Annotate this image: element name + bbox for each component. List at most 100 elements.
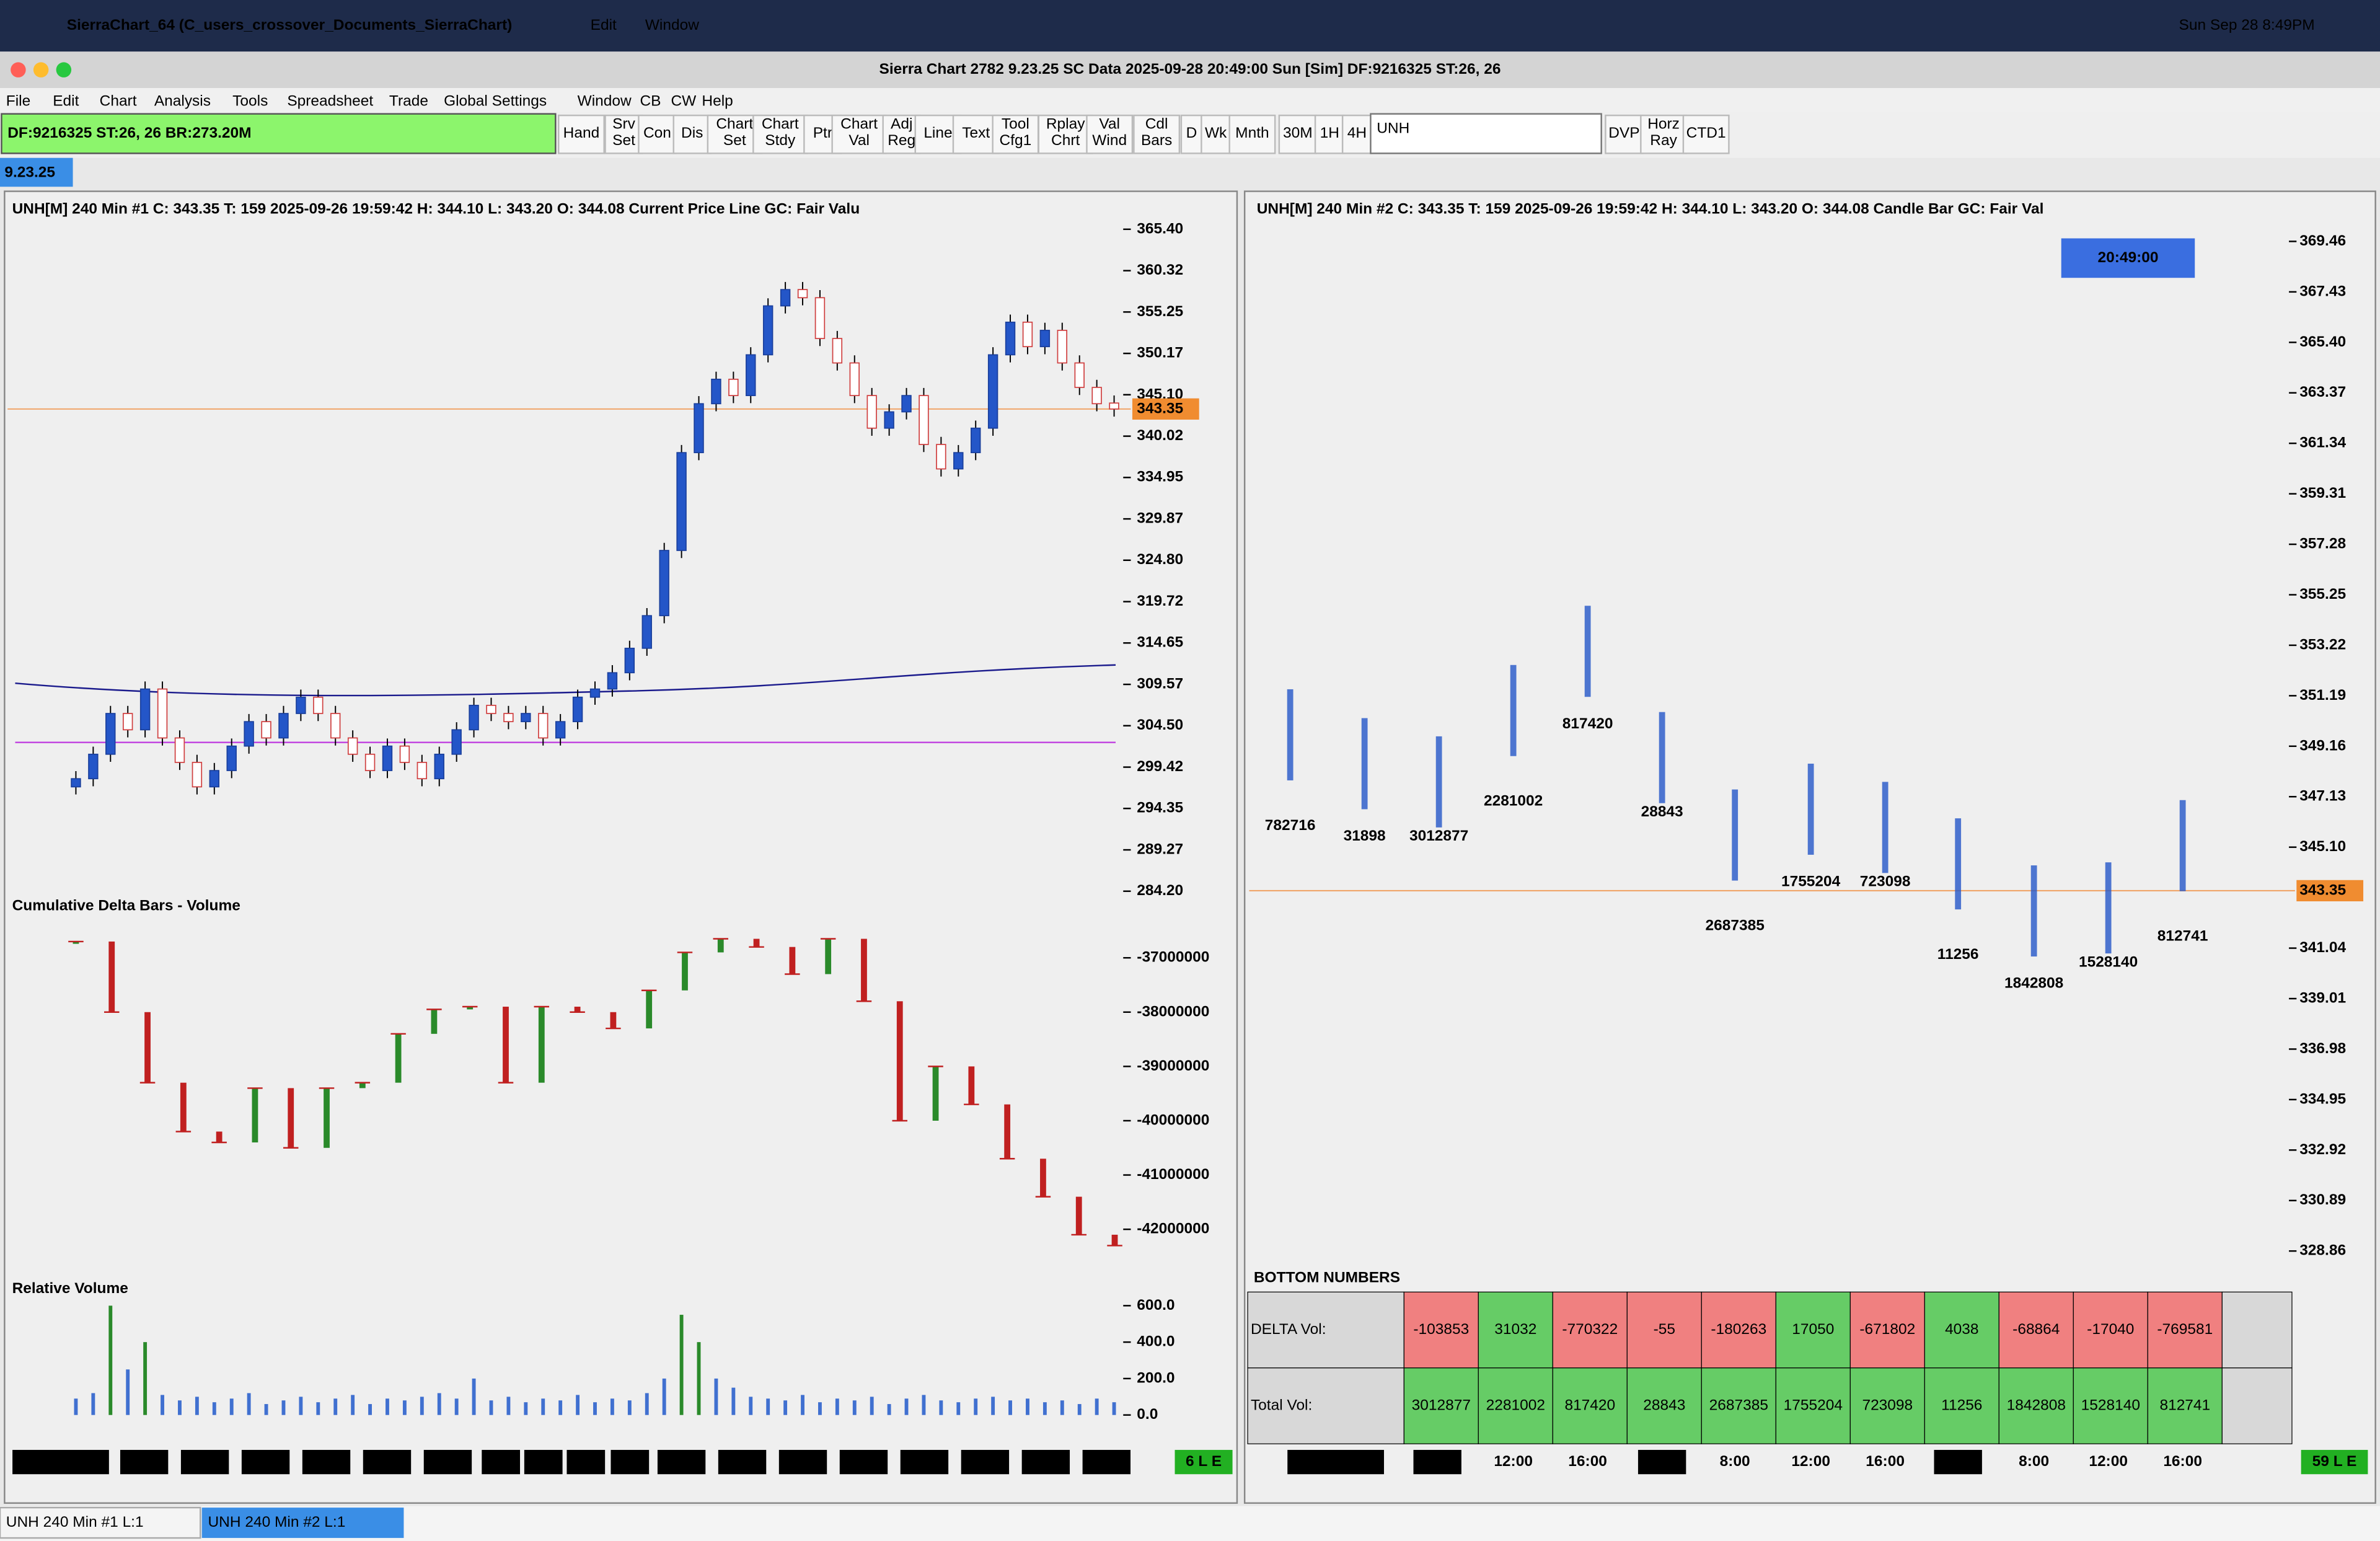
toolbar-button-label[interactable]: Set bbox=[723, 132, 746, 149]
menu-item[interactable]: CB bbox=[640, 93, 661, 110]
toolbar-button[interactable] bbox=[1133, 114, 1181, 154]
tab-label[interactable]: UNH 240 Min #1 L:1 bbox=[6, 1514, 144, 1530]
tab[interactable] bbox=[0, 1506, 201, 1539]
menu-item[interactable]: Spreadsheet bbox=[287, 93, 373, 110]
relvol-bar bbox=[749, 1397, 753, 1415]
menu-item[interactable]: Tools bbox=[232, 93, 268, 110]
toolbar-button[interactable] bbox=[638, 114, 677, 154]
menu-item[interactable]: Chart bbox=[100, 93, 137, 110]
toolbar-button[interactable] bbox=[952, 114, 1000, 154]
toolbar-button[interactable] bbox=[1341, 114, 1372, 154]
toolbar-button-label[interactable]: Tool bbox=[1002, 115, 1029, 132]
toolbar-button[interactable] bbox=[604, 114, 643, 154]
toolbar-button-label[interactable]: D bbox=[1186, 125, 1197, 141]
toolbar-button-label[interactable]: Cfg1 bbox=[1000, 132, 1032, 149]
toolbar-button-label[interactable]: Con bbox=[643, 125, 671, 141]
close-button[interactable] bbox=[11, 62, 26, 77]
toolbar-button-label[interactable]: CTD1 bbox=[1686, 125, 1726, 141]
tab-active[interactable] bbox=[201, 1508, 404, 1539]
toolbar-button-label[interactable]: Chart bbox=[762, 115, 799, 132]
corner-label: 6 L E bbox=[1186, 1453, 1222, 1470]
menu-item[interactable]: Analysis bbox=[154, 93, 211, 110]
candle bbox=[434, 753, 444, 780]
toolbar-button-label[interactable]: Wind bbox=[1092, 132, 1127, 149]
relvol-bar bbox=[801, 1395, 804, 1415]
price-tick-label: 334.95 bbox=[1137, 469, 1183, 485]
price-tick-label: 341.04 bbox=[2299, 939, 2346, 956]
table-cell bbox=[1775, 1367, 1851, 1444]
toolbar-button-label[interactable]: Chart bbox=[840, 115, 878, 132]
footprint-bar bbox=[1807, 763, 1814, 855]
toolbar-button-label[interactable]: Horz bbox=[1647, 115, 1680, 132]
toolbar-button-label[interactable]: Chrt bbox=[1051, 132, 1080, 149]
toolbar-button-label[interactable]: Mnth bbox=[1235, 125, 1269, 141]
price-tick-label: 340.02 bbox=[1137, 427, 1183, 444]
toolbar-button-label[interactable]: Line bbox=[923, 125, 952, 141]
menu-item[interactable]: Window bbox=[578, 93, 632, 110]
table-cell bbox=[1998, 1291, 2074, 1369]
toolbar-button[interactable] bbox=[1201, 114, 1232, 154]
toolbar-button-label[interactable]: Reg bbox=[888, 132, 915, 149]
toolbar-button-label[interactable]: DVP bbox=[1608, 125, 1639, 141]
toolbar-button-label[interactable]: Set bbox=[612, 132, 635, 149]
date-label: 9-17 bbox=[848, 1453, 879, 1470]
toolbar-button-label[interactable]: Bars bbox=[1141, 132, 1172, 149]
tab-label[interactable]: UNH 240 Min #2 L:1 bbox=[208, 1514, 346, 1530]
date-label: 9-8 bbox=[619, 1453, 641, 1470]
toolbar-button[interactable] bbox=[1278, 114, 1318, 154]
menu-item[interactable]: Edit bbox=[53, 93, 79, 110]
menubar-item[interactable]: Window bbox=[645, 17, 699, 33]
toolbar-button[interactable] bbox=[882, 114, 921, 154]
price-tick-label: 289.27 bbox=[1137, 841, 1183, 858]
price-tick-label: 339.01 bbox=[2299, 989, 2346, 1006]
menu-item[interactable]: Global Settings bbox=[444, 93, 547, 110]
toolbar-button-label[interactable]: Val bbox=[848, 132, 870, 149]
toolbar-button-label[interactable]: 30M bbox=[1283, 125, 1313, 141]
toolbar-button-label[interactable]: Dis bbox=[681, 125, 703, 141]
toolbar-button-label[interactable]: Val bbox=[1099, 115, 1120, 132]
menubar-item[interactable]: Edit bbox=[591, 17, 617, 33]
toolbar-button[interactable] bbox=[992, 114, 1039, 154]
symbol-input[interactable] bbox=[1370, 113, 1602, 154]
toolbar-button-label[interactable]: Cdl bbox=[1145, 115, 1168, 132]
table-cell bbox=[2147, 1291, 2223, 1369]
clock-bg bbox=[2061, 238, 2195, 278]
toolbar-button-label[interactable]: Ray bbox=[1650, 132, 1677, 149]
toolbar-button[interactable] bbox=[672, 114, 712, 154]
toolbar-button[interactable] bbox=[1228, 114, 1276, 154]
price-tick-label: 365.40 bbox=[2299, 333, 2346, 350]
minimize-button[interactable] bbox=[33, 62, 49, 77]
table-value: 2281002 bbox=[1486, 1397, 1545, 1413]
toolbar-button[interactable] bbox=[752, 114, 808, 154]
toolbar-button-label[interactable]: Chart bbox=[716, 115, 753, 132]
toolbar-button-label[interactable]: Srv bbox=[612, 115, 635, 132]
toolbar-button-label[interactable]: 4H bbox=[1347, 125, 1367, 141]
relvol-bar bbox=[281, 1400, 286, 1415]
candle bbox=[244, 721, 254, 747]
delta-tick-label: -42000000 bbox=[1137, 1221, 1209, 1237]
table-row-label: Total Vol: bbox=[1251, 1397, 1312, 1413]
menu-item[interactable]: CW bbox=[671, 93, 697, 110]
date-label-bg bbox=[778, 1450, 827, 1475]
menu-item[interactable]: File bbox=[6, 93, 30, 110]
toolbar-button-label[interactable]: Rplay bbox=[1046, 115, 1085, 132]
toolbar-button-label[interactable]: Adj bbox=[891, 115, 912, 132]
toolbar-button-label[interactable]: 1H bbox=[1320, 125, 1339, 141]
toolbar-button-label[interactable]: Stdy bbox=[765, 132, 796, 149]
toolbar-button-label[interactable]: Text bbox=[962, 125, 990, 141]
toolbar-button-label[interactable]: Ptr bbox=[813, 125, 832, 141]
toolbar-button[interactable] bbox=[558, 114, 605, 154]
toolbar-button-label[interactable]: Hand bbox=[563, 125, 600, 141]
toolbar-button[interactable] bbox=[1605, 114, 1644, 154]
toolbar-button-label[interactable]: Wk bbox=[1205, 125, 1227, 141]
status-text: DF:9216325 ST:26, 26 BR:273.20M bbox=[7, 125, 251, 141]
price-tick-label: 328.86 bbox=[2299, 1242, 2346, 1259]
toolbar-button[interactable] bbox=[1682, 114, 1730, 154]
menu-item[interactable]: Trade bbox=[389, 93, 428, 110]
table-value: -103853 bbox=[1413, 1321, 1469, 1338]
menu-item[interactable]: Help bbox=[702, 93, 733, 110]
zoom-button[interactable] bbox=[56, 62, 72, 77]
candle bbox=[382, 745, 393, 771]
toolbar-button[interactable] bbox=[1086, 114, 1134, 154]
table-row-label: DELTA Vol: bbox=[1251, 1321, 1326, 1338]
